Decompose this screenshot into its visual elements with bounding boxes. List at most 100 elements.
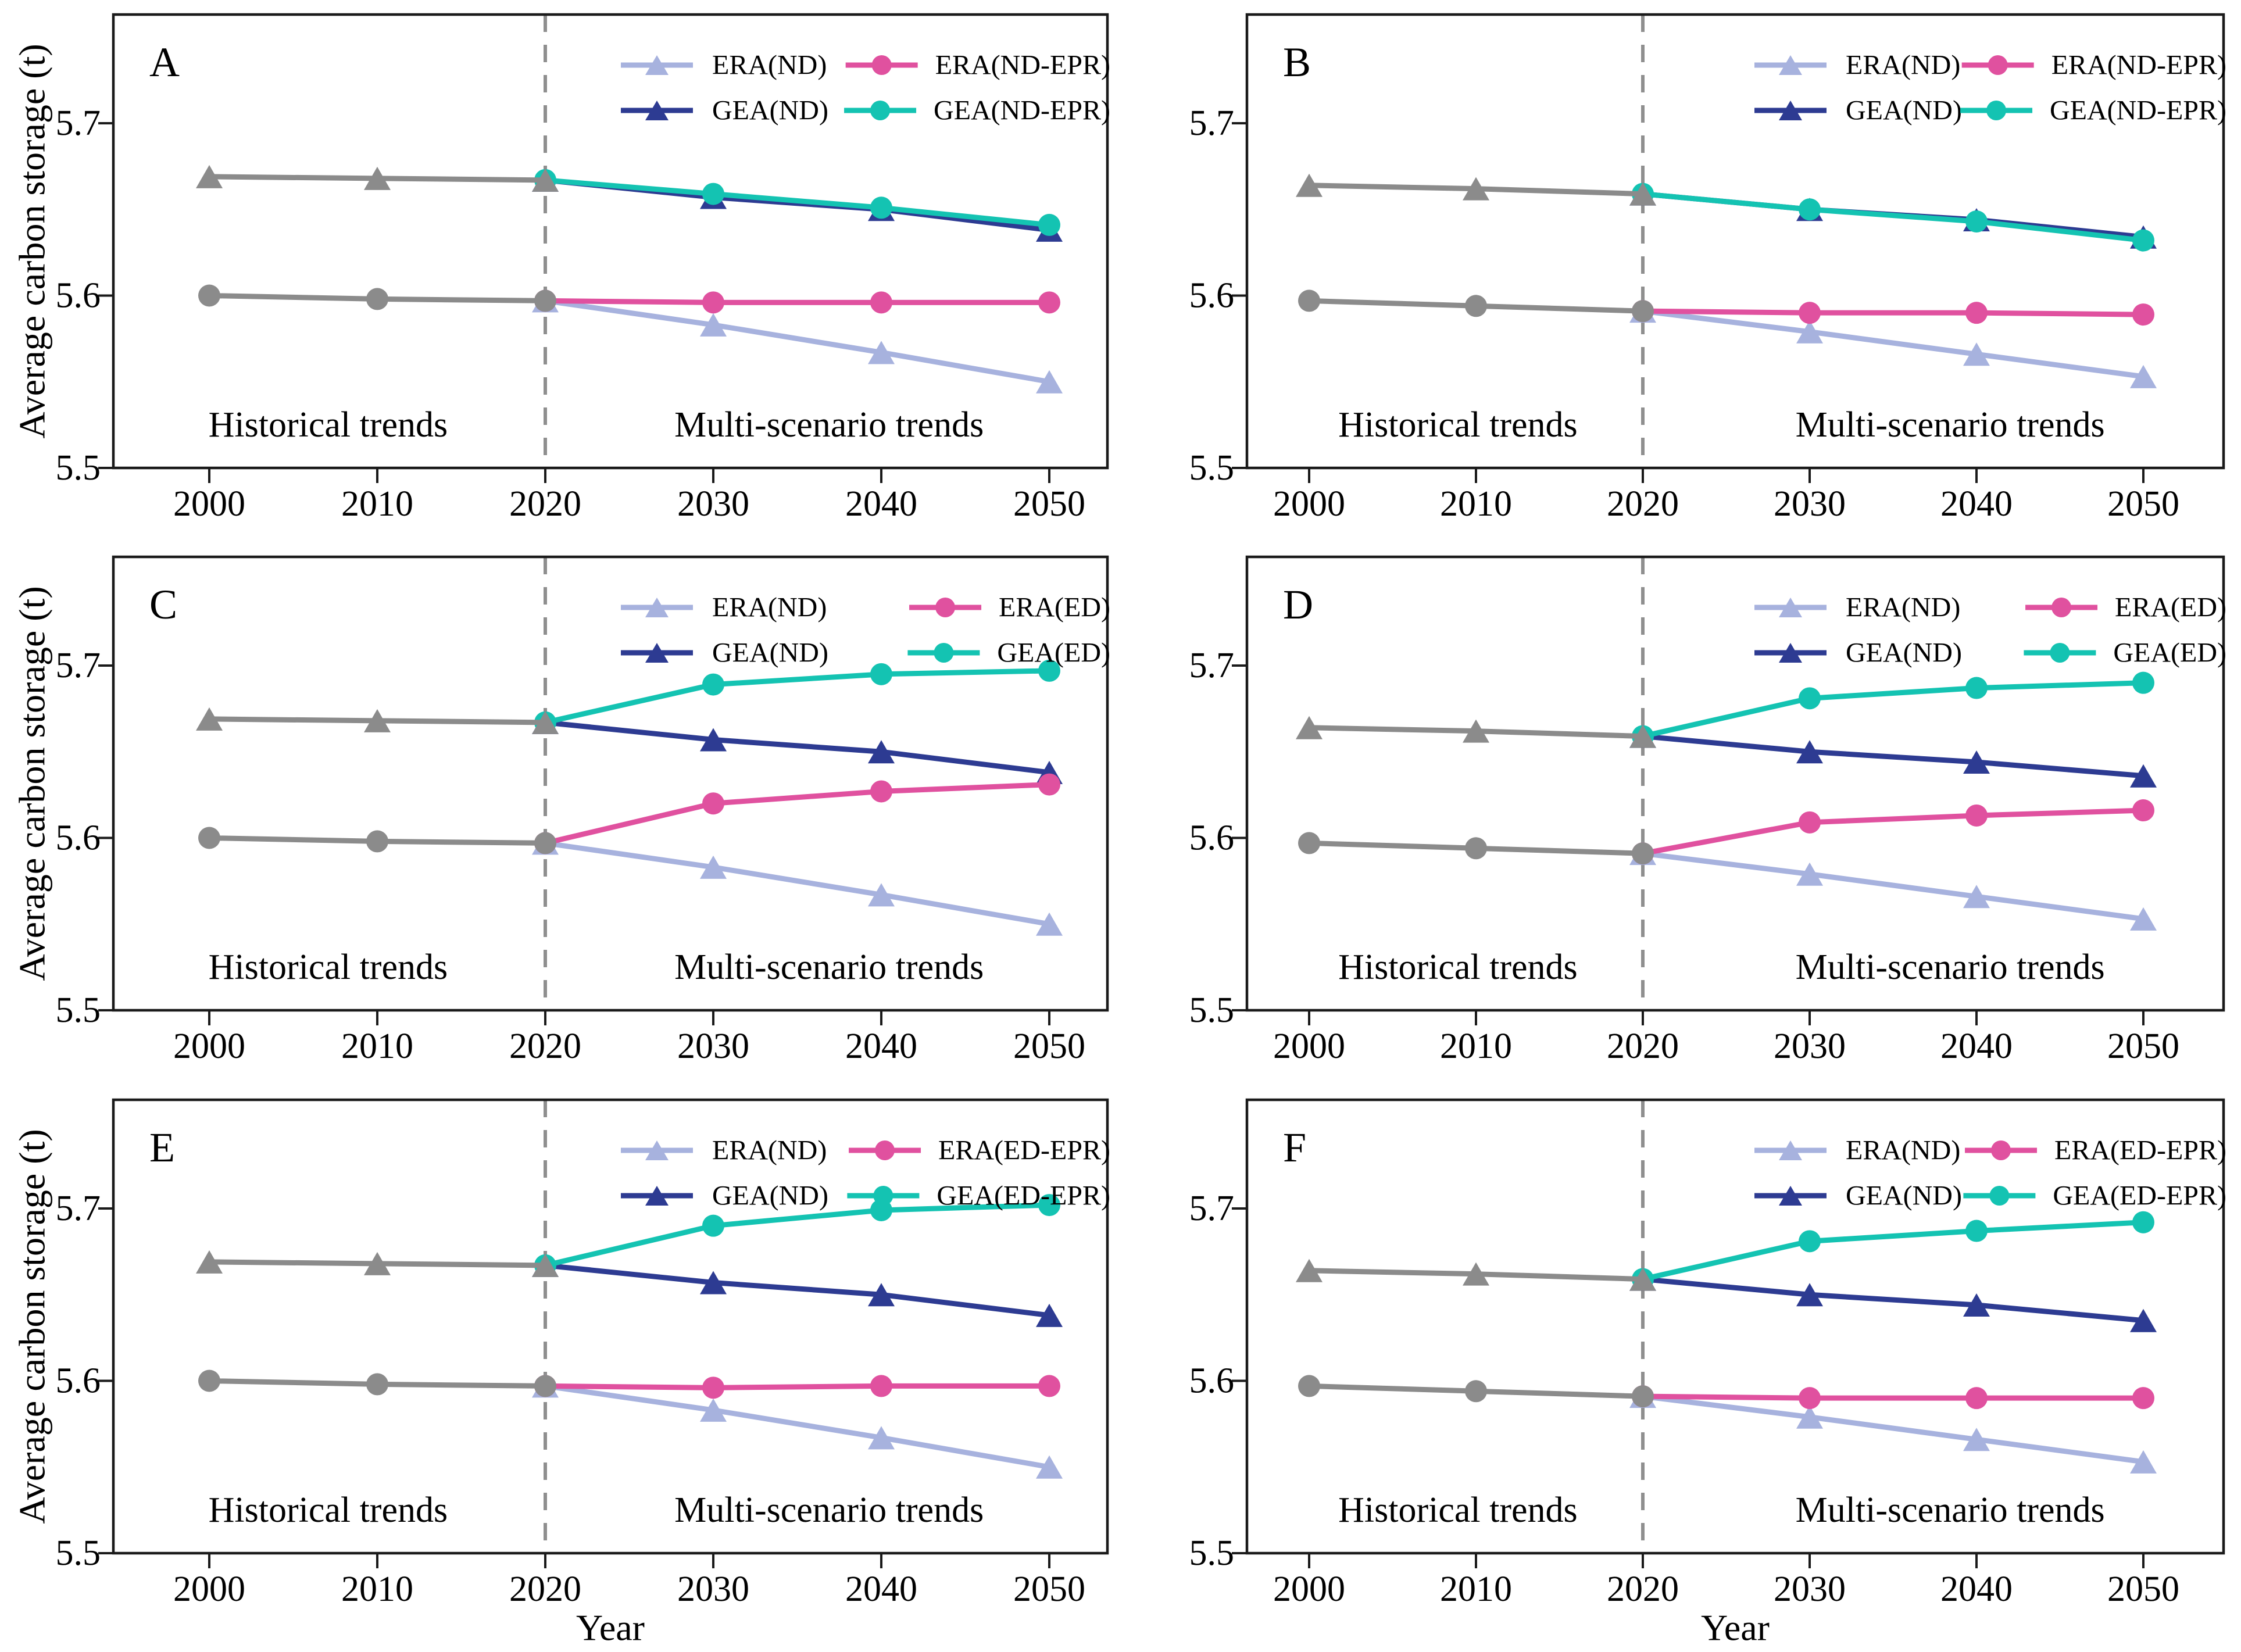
- y-axis: 5.5 5.6 5.7: [1189, 1189, 1247, 1573]
- legend-label: GEA(ED): [997, 638, 1110, 668]
- circle-marker: [1038, 1194, 1060, 1217]
- legend: ERA(ND) GEA(ND) ERA(ND-EPR) GEA(ND-EPR): [1754, 50, 2226, 126]
- series-line: [1640, 191, 2146, 244]
- triangle-marker: [1036, 1303, 1063, 1327]
- legend-triangle-icon: [645, 1186, 669, 1206]
- circle-marker: [870, 1375, 892, 1397]
- series-line: [542, 1202, 1052, 1268]
- circle-marker: [870, 663, 892, 685]
- circle-marker: [702, 792, 724, 815]
- panel-d: Historical trends Multi-scenario trends 20…: [1189, 555, 2226, 1066]
- triangle-marker: [1463, 1262, 1489, 1286]
- historical-trends-label: Historical trends: [209, 947, 448, 987]
- x-tick-label: 2050: [2107, 1569, 2179, 1609]
- x-tick-label: 2000: [1273, 484, 1345, 524]
- circle-marker: [1799, 811, 1821, 834]
- circle-marker: [702, 1214, 724, 1237]
- triangle-marker: [1629, 724, 1656, 748]
- x-tick-label: 2000: [1273, 1569, 1345, 1609]
- circle-marker: [1298, 1375, 1320, 1397]
- x-tick-label: 2030: [1774, 1027, 1846, 1066]
- x-tick-label: 2020: [509, 1569, 581, 1609]
- legend-triangle-icon: [1779, 101, 1802, 120]
- circle-marker: [2132, 1211, 2154, 1233]
- legend-circle-icon: [871, 55, 892, 75]
- y-tick-label: 5.5: [56, 1533, 101, 1573]
- circle-marker: [1799, 198, 1821, 221]
- legend-label: ERA(ED-EPR): [938, 1135, 1110, 1166]
- legend: ERA(ND) GEA(ND) ERA(ED-EPR) GEA(ED-EPR): [621, 1135, 1110, 1211]
- series-line: [1640, 680, 2146, 739]
- legend-label: ERA(ED): [2115, 592, 2226, 623]
- y-tick-label: 5.7: [1189, 646, 1235, 685]
- triangle-marker: [1629, 182, 1656, 206]
- series-era-ed-epr: [534, 1375, 1060, 1399]
- panel-letter: A: [149, 39, 180, 85]
- series-historical-triangle: [1296, 716, 1656, 748]
- series-historical-circle: [1298, 289, 1654, 323]
- circle-marker: [702, 673, 724, 696]
- x-tick-label: 2030: [677, 1027, 749, 1066]
- legend-entry: ERA(ND): [1754, 1135, 1960, 1166]
- legend-label: GEA(ND): [712, 638, 828, 668]
- multi-scenario-trends-label: Multi-scenario trends: [674, 947, 984, 987]
- triangle-marker: [1796, 320, 1823, 344]
- triangle-marker: [1036, 1455, 1063, 1479]
- circle-marker: [366, 1373, 388, 1396]
- historical-trends-label: Historical trends: [1338, 1490, 1578, 1530]
- panel-border: [112, 555, 1109, 1012]
- triangle-marker: [868, 740, 895, 764]
- legend-circle-icon: [873, 1186, 893, 1206]
- series-historical-circle: [198, 827, 556, 854]
- triangle-marker: [868, 1426, 895, 1450]
- legend-entry: GEA(ND): [621, 638, 828, 668]
- triangle-marker: [532, 168, 559, 192]
- series-line: [542, 1263, 1052, 1318]
- circle-marker: [198, 1369, 220, 1392]
- panel-border: [1245, 555, 2225, 1012]
- legend-triangle-icon: [1779, 643, 1802, 663]
- circle-marker: [1799, 1387, 1821, 1410]
- triangle-marker: [868, 1283, 895, 1307]
- x-tick-label: 2030: [677, 1569, 749, 1609]
- y-tick-label: 5.6: [56, 276, 101, 316]
- x-tick-label: 2040: [1940, 1569, 2013, 1609]
- legend-entry: ERA(ND): [621, 50, 827, 81]
- y-tick-label: 5.5: [1189, 448, 1235, 488]
- series-line: [542, 668, 1052, 725]
- panel-letter: F: [1283, 1124, 1306, 1171]
- series-historical-triangle: [1296, 1258, 1656, 1291]
- legend-label: GEA(ED): [2113, 638, 2226, 668]
- x-axis-title: Year: [576, 1607, 645, 1649]
- series-line: [542, 720, 1052, 775]
- legend-triangle-icon: [645, 101, 669, 120]
- legend-entry: GEA(ND): [1754, 95, 1962, 126]
- legend-triangle-icon: [1779, 55, 1802, 75]
- legend-entry: ERA(ED-EPR): [849, 1135, 1110, 1166]
- series-line: [542, 1383, 1052, 1390]
- x-tick-label: 2050: [1013, 484, 1085, 524]
- triangle-marker: [868, 341, 895, 364]
- x-tick-label: 2010: [341, 1027, 413, 1066]
- y-axis: 5.5 5.6 5.7: [56, 646, 113, 1030]
- triangle-marker: [1463, 177, 1489, 201]
- triangle-marker: [1629, 1267, 1656, 1291]
- legend: ERA(ND) GEA(ND) ERA(ND-EPR) GEA(ND-EPR): [621, 50, 1110, 126]
- legend-triangle-icon: [1779, 598, 1802, 617]
- series-line: [1640, 1276, 2146, 1324]
- y-tick-label: 5.6: [1189, 1361, 1235, 1401]
- legend-entry: ERA(ND-EPR): [1961, 50, 2226, 81]
- legend-entry: GEA(ND): [1754, 1181, 1962, 1211]
- x-axis: 2000 2010 2020 2030 2040 2050: [173, 468, 1085, 524]
- triangle-marker: [700, 1271, 727, 1295]
- x-tick-label: 2050: [1013, 1569, 1085, 1609]
- x-tick-label: 2040: [845, 484, 917, 524]
- triangle-marker: [1296, 716, 1323, 739]
- y-axis: 5.5 5.6 5.7: [1189, 646, 1247, 1030]
- legend-label: GEA(ED-EPR): [2053, 1181, 2226, 1211]
- legend-label: ERA(ND): [1846, 1135, 1960, 1166]
- x-tick-label: 2000: [1273, 1027, 1345, 1066]
- y-tick-label: 5.5: [56, 448, 101, 488]
- multi-scenario-trends-label: Multi-scenario trends: [1796, 947, 2105, 987]
- circle-marker: [1038, 1375, 1060, 1397]
